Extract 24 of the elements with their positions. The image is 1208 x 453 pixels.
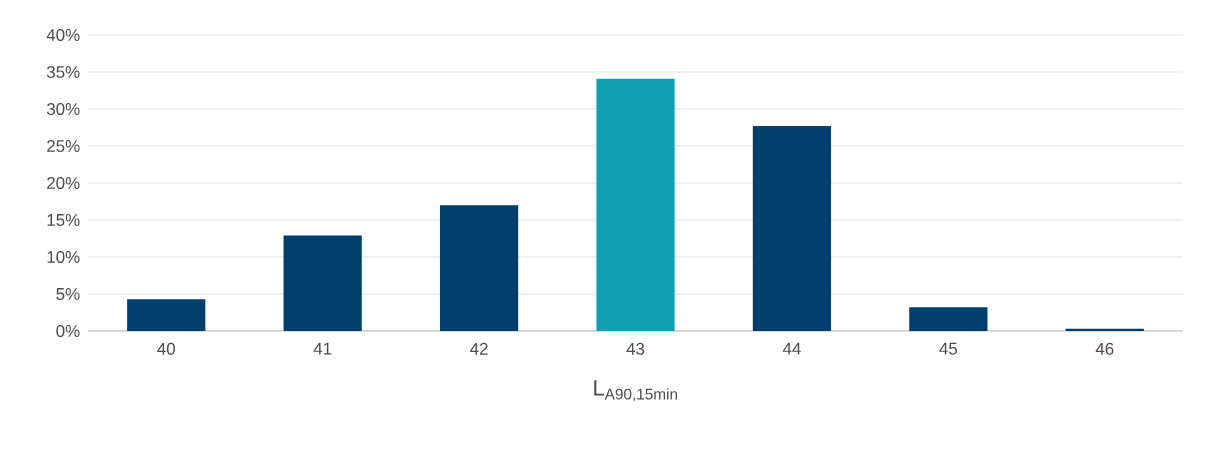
y-tick-label: 5% [56, 288, 80, 300]
bar [283, 235, 362, 331]
y-tick-label: 25% [47, 139, 80, 152]
bar [596, 78, 675, 331]
x-tick-label: 42 [470, 342, 488, 355]
x-tick-label: 40 [157, 342, 175, 355]
x-tick-label: 41 [313, 342, 332, 355]
bar [1065, 328, 1144, 331]
y-tick-label: 0% [56, 324, 80, 337]
bar [127, 299, 206, 331]
y-tick-label: 10% [47, 250, 80, 263]
y-tick-label: 30% [46, 102, 80, 115]
x-axis-title: L$_{A90,15min}$ [594, 380, 678, 402]
x-tick-label: 46 [1095, 342, 1114, 355]
y-tick-label: 20% [47, 176, 80, 189]
y-tick-label: 15% [47, 214, 80, 226]
x-tick-label: 44 [782, 342, 801, 355]
y-tick-label: 35% [46, 65, 80, 78]
bar [752, 126, 832, 331]
bar [909, 307, 988, 331]
x-tick-label: 43 [626, 342, 645, 355]
y-tick-label: 40% [46, 28, 80, 41]
x-tick-label: 45 [939, 342, 958, 355]
bar [439, 205, 519, 331]
